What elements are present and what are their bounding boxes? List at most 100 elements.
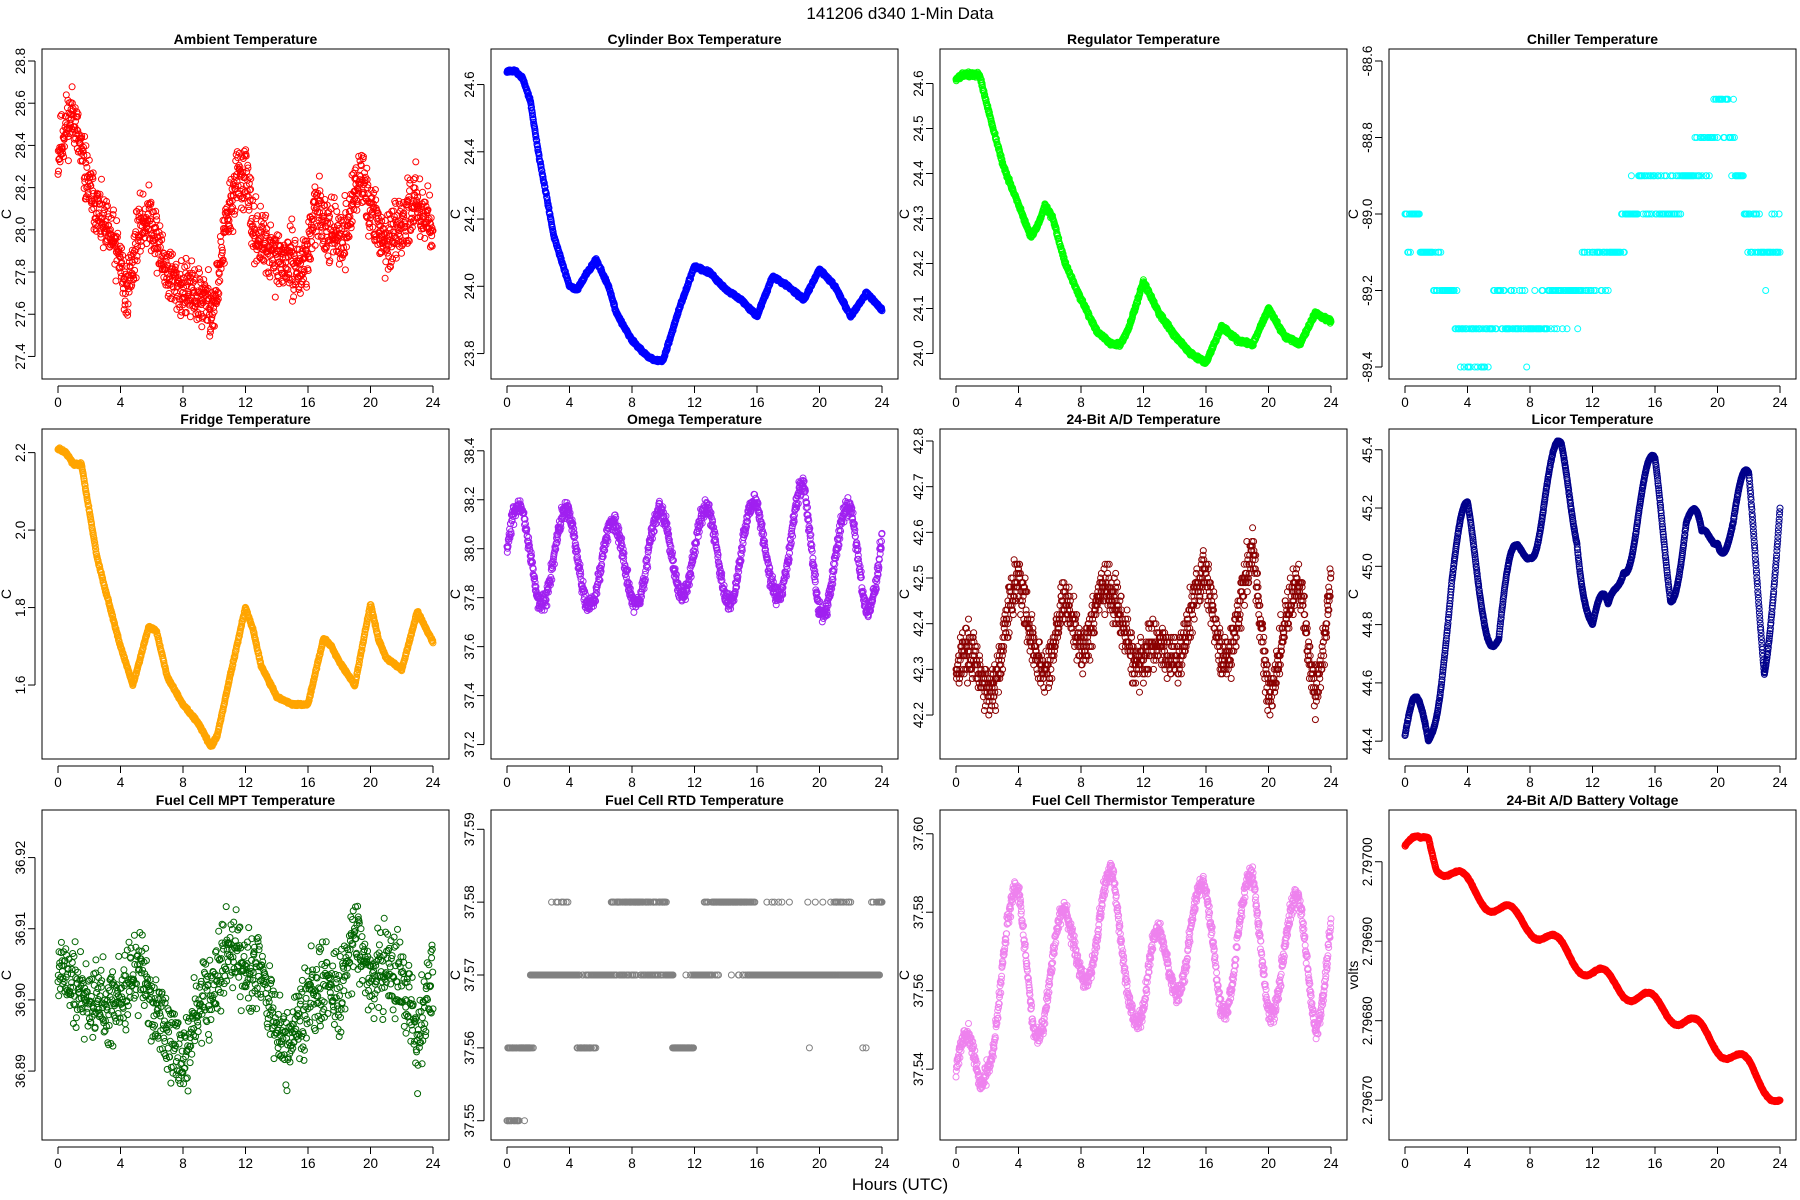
data-point bbox=[116, 252, 123, 260]
x-tick-label: 12 bbox=[1585, 395, 1600, 410]
x-tick-label: 20 bbox=[363, 395, 378, 410]
data-point bbox=[78, 132, 86, 140]
x-tick-label: 8 bbox=[628, 395, 636, 410]
x-tick-label: 0 bbox=[1401, 395, 1409, 410]
data-point bbox=[101, 221, 109, 229]
data-point bbox=[133, 252, 141, 260]
data-point bbox=[55, 167, 62, 175]
data-point bbox=[121, 301, 129, 309]
x-tick-label: 0 bbox=[54, 775, 62, 790]
data-point bbox=[79, 147, 87, 155]
data-point bbox=[54, 170, 62, 178]
y-tick-label: 2.0 bbox=[13, 521, 28, 540]
data-point bbox=[124, 300, 132, 308]
y-tick-label: 24.2 bbox=[462, 206, 477, 232]
data-point bbox=[68, 83, 76, 91]
data-point bbox=[120, 306, 128, 314]
data-point bbox=[74, 113, 81, 121]
data-point bbox=[139, 190, 147, 198]
data-point bbox=[80, 151, 88, 159]
x-tick-label: 16 bbox=[300, 775, 315, 790]
data-point bbox=[114, 229, 122, 237]
data-point bbox=[82, 142, 90, 150]
data-point bbox=[152, 223, 159, 231]
data-point bbox=[71, 104, 79, 112]
data-point bbox=[88, 206, 96, 214]
data-point bbox=[153, 216, 161, 224]
data-point bbox=[133, 257, 141, 265]
data-point bbox=[85, 156, 93, 164]
y-tick-label: 24.6 bbox=[911, 70, 926, 96]
data-point bbox=[83, 163, 91, 171]
x-tick-label: 0 bbox=[54, 395, 62, 410]
data-point bbox=[74, 127, 82, 135]
x-axis: 0 4 8 12 16 20 24 bbox=[54, 385, 441, 410]
x-tick-label: 4 bbox=[117, 775, 125, 790]
data-point bbox=[153, 212, 160, 220]
data-point bbox=[56, 158, 64, 166]
x-tick-label: 8 bbox=[1526, 395, 1534, 410]
panel-title: Ambient Temperature bbox=[174, 31, 318, 47]
data-point bbox=[146, 199, 154, 207]
data-point bbox=[153, 269, 161, 277]
x-tick-label: 16 bbox=[1198, 395, 1213, 410]
data-points bbox=[54, 83, 437, 340]
data-point bbox=[124, 311, 132, 319]
y-axis: 27.427.627.828.028.228.428.628.8 bbox=[13, 48, 36, 370]
y-axis-label: C bbox=[0, 209, 14, 219]
y-tick-label: 24.5 bbox=[911, 115, 926, 141]
data-point bbox=[145, 181, 153, 189]
data-point bbox=[89, 169, 97, 177]
data-point bbox=[74, 110, 82, 118]
x-tick-label: 24 bbox=[425, 395, 441, 410]
x-tick-label: 0 bbox=[503, 395, 511, 410]
x-tick-label: 20 bbox=[812, 395, 827, 410]
x-tick-label: 16 bbox=[1647, 395, 1662, 410]
x-tick-label: 16 bbox=[749, 395, 764, 410]
y-tick-label: 28.8 bbox=[13, 48, 28, 74]
data-point bbox=[113, 233, 121, 241]
data-point bbox=[118, 262, 126, 270]
data-point bbox=[81, 173, 89, 181]
y-axis-label: C bbox=[0, 589, 14, 599]
y-axis-label: C bbox=[896, 209, 912, 219]
data-point bbox=[58, 143, 66, 151]
data-point bbox=[131, 266, 139, 274]
y-tick-label: 24.0 bbox=[911, 340, 926, 366]
data-point bbox=[132, 274, 140, 282]
y-tick-label: -88.6 bbox=[1360, 46, 1375, 77]
data-point bbox=[84, 188, 92, 196]
data-point bbox=[72, 117, 79, 125]
data-point bbox=[116, 242, 124, 250]
y-tick-label: 2.2 bbox=[13, 443, 28, 462]
data-point bbox=[119, 251, 127, 259]
panel-title: Fridge Temperature bbox=[180, 411, 311, 427]
data-point bbox=[71, 126, 79, 134]
y-tick-label: 24.2 bbox=[911, 250, 926, 276]
x-tick-label: 20 bbox=[1261, 395, 1276, 410]
panels-grid: Ambient Temperature 0 4 8 12 16 20 24 27.427.627… bbox=[0, 31, 1797, 1171]
y-tick-label: 28.0 bbox=[13, 217, 28, 243]
data-point bbox=[97, 233, 105, 241]
panel-title: Cylinder Box Temperature bbox=[607, 31, 781, 47]
y-tick-label: -89.4 bbox=[1360, 351, 1375, 382]
data-point bbox=[81, 133, 89, 140]
data-point bbox=[110, 206, 117, 214]
data-point bbox=[98, 175, 105, 183]
data-point bbox=[123, 282, 131, 290]
data-point bbox=[118, 244, 126, 252]
x-tick-label: 8 bbox=[179, 775, 187, 790]
data-point bbox=[96, 190, 104, 198]
data-point bbox=[147, 198, 155, 206]
x-tick-label: 24 bbox=[874, 395, 890, 410]
x-tick-label: 4 bbox=[1464, 395, 1472, 410]
x-tick-label: 12 bbox=[1136, 395, 1151, 410]
panel-title: Chiller Temperature bbox=[1527, 31, 1658, 47]
y-tick-label: 28.4 bbox=[13, 132, 28, 159]
data-point bbox=[109, 211, 117, 219]
data-point bbox=[122, 309, 130, 317]
y-tick-label: 27.4 bbox=[13, 343, 28, 370]
data-point bbox=[152, 228, 160, 236]
